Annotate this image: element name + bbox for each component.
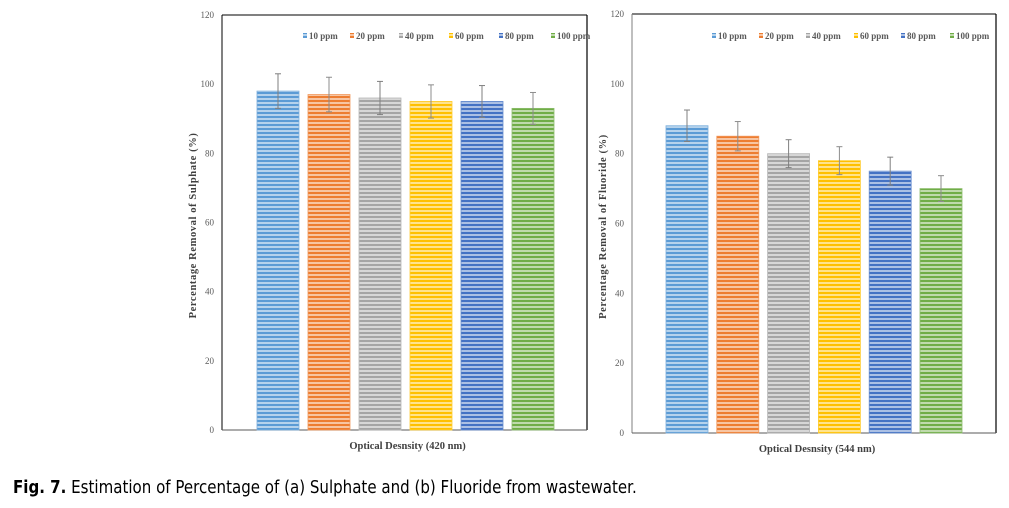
y-tick-label: 20 xyxy=(615,358,625,368)
error-bar-10-ppm xyxy=(684,109,690,142)
error-bar-40-ppm xyxy=(785,139,792,169)
bar-100-ppm xyxy=(511,107,555,431)
error-bar-20-ppm xyxy=(326,76,332,113)
legend-item: 80 ppm xyxy=(901,31,936,41)
y-tick-label: 120 xyxy=(201,10,215,20)
bar-20-ppm xyxy=(307,94,351,431)
bar-60-ppm xyxy=(818,160,861,434)
y-axis-title: Percentage Removal of Fluoride (%) xyxy=(598,134,609,319)
legend-item: 60 ppm xyxy=(854,31,889,41)
chart-sulphate: 0 20 40 60 80 100 120 Percentage Removal of Sul… xyxy=(188,10,591,452)
legend-swatch xyxy=(551,33,555,38)
y-tick-label: 100 xyxy=(611,79,625,89)
legend-swatch xyxy=(399,33,403,38)
legend-item: 20 ppm xyxy=(350,31,385,41)
error-bar-100-ppm xyxy=(530,91,536,125)
bar-10-ppm xyxy=(665,125,709,434)
legend-label: 100 ppm xyxy=(557,31,591,41)
legend-label: 20 ppm xyxy=(765,31,794,41)
bar-10-ppm xyxy=(256,90,300,431)
y-tick-label: 60 xyxy=(205,218,215,228)
legend-item: 60 ppm xyxy=(449,31,484,41)
legend-swatch xyxy=(950,33,954,38)
bar-40-ppm xyxy=(358,97,402,431)
legend-swatch xyxy=(806,33,810,38)
legend-swatch xyxy=(854,33,858,38)
y-axis-title: Percentage Removal of Sulphate (%) xyxy=(188,133,199,319)
y-tick-label: 40 xyxy=(615,288,625,298)
legend-item: 40 ppm xyxy=(806,31,841,41)
legend-label: 10 ppm xyxy=(718,31,747,41)
figure-caption-text: Estimation of Percentage of (a) Sulphate… xyxy=(66,478,637,498)
error-bar-20-ppm xyxy=(734,121,741,152)
legend-label: 10 ppm xyxy=(309,31,338,41)
y-tick-label: 60 xyxy=(615,219,625,229)
error-bar-100-ppm xyxy=(938,175,944,203)
y-tick-label: 40 xyxy=(205,287,215,297)
legend-label: 80 ppm xyxy=(907,31,936,41)
error-bar-80-ppm xyxy=(887,156,894,186)
y-tick-label: 100 xyxy=(201,79,215,89)
legend-swatch xyxy=(303,33,307,38)
legend-label: 40 ppm xyxy=(405,31,434,41)
bar-40-ppm xyxy=(767,153,810,434)
bar-80-ppm xyxy=(460,101,504,431)
y-tick-label: 0 xyxy=(210,425,215,435)
y-tick-label: 80 xyxy=(205,148,215,158)
legend-swatch xyxy=(712,33,716,38)
error-bar-80-ppm xyxy=(479,85,485,118)
legend-label: 20 ppm xyxy=(356,31,385,41)
error-bar-60-ppm xyxy=(428,84,434,119)
error-bar-10-ppm xyxy=(275,73,281,109)
x-axis-title: Optical Desnsity (544 nm) xyxy=(759,444,876,455)
x-axis-title: Optical Desnsity (420 nm) xyxy=(349,441,466,452)
bar-100-ppm xyxy=(919,188,963,434)
chart-fluoride: 0 20 40 60 80 100 120 Percentage Removal of Flu… xyxy=(598,9,997,455)
error-bar-60-ppm xyxy=(836,146,843,176)
y-tick-label: 20 xyxy=(205,356,215,366)
figure-caption: Fig. 7. Estimation of Percentage of (a) … xyxy=(13,478,637,498)
legend-label: 40 ppm xyxy=(812,31,841,41)
legend-swatch xyxy=(350,33,354,38)
figure-caption-label: Fig. 7. xyxy=(13,478,67,498)
legend-label: 60 ppm xyxy=(860,31,889,41)
legend-swatch xyxy=(499,33,503,38)
bar-80-ppm xyxy=(868,170,912,434)
legend-swatch xyxy=(759,33,763,38)
error-bar-40-ppm xyxy=(377,80,383,116)
legend-label: 60 ppm xyxy=(455,31,484,41)
y-tick-label: 120 xyxy=(611,9,625,19)
legend-swatch xyxy=(449,33,453,38)
legend-swatch xyxy=(901,33,905,38)
y-tick-label: 0 xyxy=(620,428,625,438)
legend-label: 100 ppm xyxy=(956,31,990,41)
legend-item: 100 ppm xyxy=(551,31,591,41)
legend-item: 40 ppm xyxy=(399,31,434,41)
y-tick-label: 80 xyxy=(615,149,625,159)
legend-item: 80 ppm xyxy=(499,31,534,41)
legend-label: 80 ppm xyxy=(505,31,534,41)
legend-item: 10 ppm xyxy=(712,31,747,41)
bar-60-ppm xyxy=(409,101,453,431)
legend-item: 100 ppm xyxy=(950,31,990,41)
legend-item: 10 ppm xyxy=(303,31,338,41)
bar-20-ppm xyxy=(716,135,760,434)
legend-item: 20 ppm xyxy=(759,31,794,41)
